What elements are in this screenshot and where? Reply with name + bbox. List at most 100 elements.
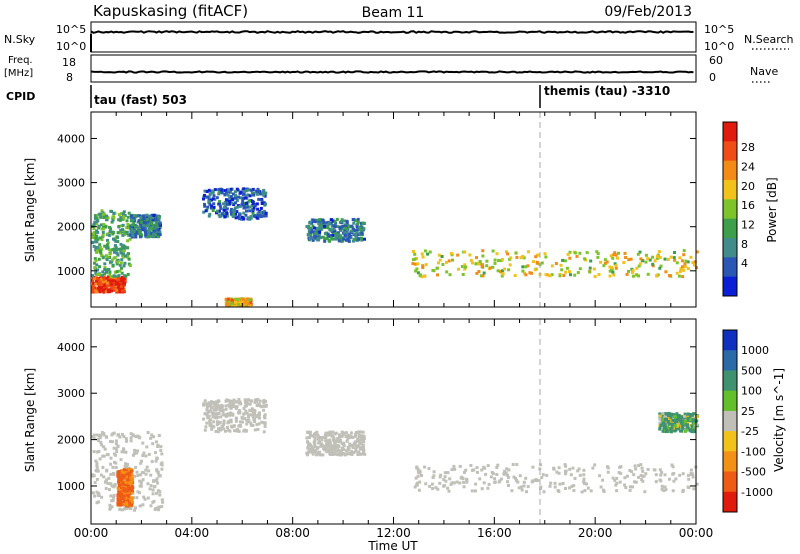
echo-cell — [315, 232, 319, 236]
echo-cell — [131, 434, 135, 438]
echo-cell — [122, 246, 126, 250]
echo-cell — [110, 282, 114, 286]
echo-cell — [321, 444, 325, 447]
echo-cell — [205, 405, 209, 409]
echo-cell — [683, 265, 687, 269]
echo-cell — [249, 215, 253, 219]
echo-cell — [227, 428, 231, 432]
echo-cell — [329, 228, 333, 232]
echo-cell — [146, 221, 150, 225]
echo-cell — [263, 424, 267, 428]
y-tick-label: 1000 — [57, 480, 85, 493]
echo-cell — [663, 414, 667, 418]
echo-cell — [127, 257, 131, 261]
echo-cell — [105, 289, 108, 293]
cpid-label: CPID — [6, 90, 35, 103]
echo-cell — [316, 227, 320, 231]
echo-cell — [106, 241, 110, 245]
echo-cell — [228, 196, 232, 200]
echo-cell — [531, 479, 535, 483]
echo-cell — [245, 411, 249, 415]
echo-cell — [658, 421, 662, 425]
echo-cell — [97, 226, 101, 230]
echo-cell — [145, 465, 149, 469]
echo-cell — [582, 480, 586, 484]
echo-cell — [157, 217, 161, 221]
echo-cell — [314, 220, 318, 224]
echo-cell — [104, 279, 107, 283]
echo-cell — [253, 400, 257, 404]
echo-cell — [348, 225, 351, 229]
echo-cell — [153, 508, 157, 511]
echo-cell — [615, 489, 619, 493]
echo-cell — [452, 481, 456, 485]
echo-cell — [229, 195, 233, 198]
echo-cell — [91, 435, 95, 439]
echo-cell — [113, 276, 117, 280]
echo-cell — [240, 415, 244, 419]
echo-cell — [234, 300, 238, 304]
echo-cell — [152, 229, 156, 233]
echo-cell — [227, 412, 230, 416]
echo-cell — [675, 424, 679, 428]
echo-cell — [237, 429, 241, 433]
echo-cell — [338, 236, 342, 240]
echo-cell — [134, 235, 138, 239]
echo-cell — [582, 468, 586, 472]
echo-cell — [311, 452, 315, 456]
echo-cell — [156, 445, 160, 448]
echo-cell — [481, 254, 485, 258]
echo-cell — [236, 215, 240, 219]
echo-cell — [137, 435, 141, 439]
echo-cell — [357, 433, 361, 437]
echo-cell — [244, 194, 248, 198]
echo-cell — [208, 424, 212, 428]
echo-cell — [227, 202, 231, 206]
echo-cell — [95, 222, 99, 226]
echo-cell — [465, 478, 469, 482]
echo-cell — [354, 447, 358, 451]
echo-cell — [354, 234, 358, 238]
echo-cell — [125, 501, 128, 505]
echo-cell — [669, 255, 673, 259]
echo-cell — [122, 251, 125, 255]
echo-cell — [657, 250, 661, 254]
echo-cell — [97, 492, 101, 496]
echo-cell — [550, 264, 554, 268]
cpid-mode-2: themis (tau) -3310 — [544, 84, 670, 98]
echo-cell — [695, 250, 699, 254]
echo-cell — [161, 500, 165, 504]
echo-cell — [343, 219, 347, 223]
echo-cell — [108, 284, 112, 288]
echo-cell — [242, 407, 246, 410]
echo-cell — [475, 466, 479, 470]
echo-cell — [578, 251, 582, 255]
echo-cell — [217, 399, 221, 403]
echo-cell — [472, 468, 476, 472]
echo-cell — [553, 485, 557, 489]
echo-cell — [332, 227, 336, 231]
echo-cell — [609, 254, 613, 258]
echo-cell — [318, 440, 322, 444]
echo-cell — [448, 273, 452, 277]
echo-cell — [260, 198, 264, 201]
echo-cell — [138, 230, 142, 234]
colorbar-frame — [722, 121, 738, 297]
echo-cell — [92, 223, 96, 226]
echo-cell — [106, 482, 110, 485]
echo-cell — [359, 430, 363, 434]
echo-cell — [138, 484, 142, 488]
echo-cell — [96, 230, 100, 234]
echo-cell — [235, 303, 239, 307]
echo-cell — [210, 206, 213, 210]
echo-cell — [127, 484, 131, 488]
echo-cell — [94, 276, 98, 280]
velocity-colorbar-label: Velocity [m s^-1] — [772, 368, 786, 472]
echo-cell — [135, 496, 139, 500]
echo-cell — [225, 207, 229, 211]
echo-cell — [240, 217, 244, 221]
echo-cell — [263, 203, 267, 207]
echo-cell — [673, 251, 676, 254]
echo-cell — [613, 478, 617, 482]
